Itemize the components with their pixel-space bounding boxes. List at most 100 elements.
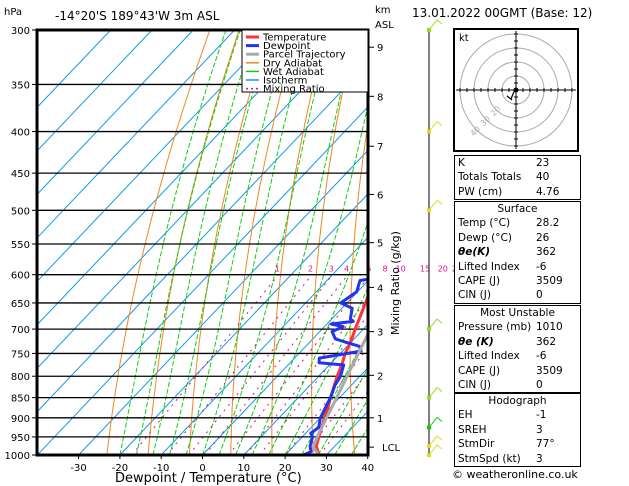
wind-barb	[428, 318, 443, 330]
mu-row: θe (K) 362	[458, 335, 557, 348]
temperature-tick-label: 10	[237, 463, 250, 474]
mixing-ratio-axis-title: Mixing Ratio (g/kg)	[389, 231, 402, 335]
surface-row: CIN (J) 0	[458, 289, 543, 302]
pressure-tick-label: 550	[11, 240, 30, 251]
surface-title: Surface	[497, 203, 538, 215]
altitude-tick-label: LCL	[382, 443, 401, 454]
altitude-axis: 9 8 7 6 5 4 3 2 1 LCL	[368, 43, 401, 454]
mixing-ratio-line	[166, 274, 313, 455]
pressure-tick-label: 700	[11, 325, 30, 336]
pressure-tick-label: 350	[11, 80, 30, 91]
hodo-row: SREH 3	[458, 423, 543, 436]
isotherm-line	[37, 30, 359, 370]
wind-barb	[428, 435, 443, 447]
wet-adiabat-line	[235, 30, 357, 455]
dry-adiabat-line	[147, 30, 240, 455]
pressure-tick-label: 950	[11, 433, 30, 444]
mixing-ratio-line	[285, 346, 368, 455]
temperature-axis: -30 -20 -10 0 10 20 30 40	[70, 455, 374, 474]
hodograph-panel: Hodograph EH -1 SREH 3 StmDir 77° StmSpd (k…	[454, 393, 581, 468]
dry-adiabat-line	[230, 30, 299, 455]
mixing-ratio-line	[304, 370, 368, 455]
pressure-axis: 300 350 400 450 500 550 600 650 700 750 800 850 900 9…	[5, 26, 37, 462]
wind-barb	[428, 444, 443, 456]
dry-adiabat-line	[271, 30, 328, 455]
legend-label: Parcel Trajectory	[263, 50, 346, 61]
wet-adiabat-line	[334, 398, 368, 455]
isotherm-line	[37, 30, 318, 326]
pressure-tick-label: 850	[11, 394, 30, 405]
parcel-trajectory	[311, 330, 368, 455]
pressure-tick-label: 650	[11, 299, 30, 310]
wet-adiabat-line	[218, 30, 332, 455]
mixing-ratio-label: 2	[308, 265, 313, 274]
isotherm-line	[37, 106, 368, 455]
pressure-unit: hPa	[4, 7, 22, 18]
isotherm-line	[37, 30, 112, 109]
surface-row: Temp (°C) 28.2	[458, 217, 560, 230]
isotherm-line	[284, 367, 368, 455]
mixing-ratio-label: 4	[344, 265, 349, 274]
mu-row: Pressure (mb) 1010	[458, 321, 563, 334]
km-label: km	[375, 5, 391, 16]
surface-row: Lifted Index -6	[458, 260, 547, 273]
wet-adiabat-line	[202, 30, 310, 455]
mu-row: Lifted Index -6	[458, 350, 547, 363]
wet-adiabat-line	[119, 30, 227, 455]
mixing-ratio-label: 20	[438, 265, 448, 274]
temperature-tick-label: -20	[112, 463, 128, 474]
legend-label: Wet Adiabat	[263, 67, 324, 78]
hodo-row: StmDir 77°	[458, 438, 555, 451]
dry-adiabat-line	[349, 120, 368, 455]
legend-box	[241, 29, 369, 93]
isotherm-line	[202, 280, 368, 455]
wet-adiabat-line	[152, 30, 256, 455]
temperature-tick-label: 30	[320, 463, 333, 474]
wind-barb	[428, 199, 443, 211]
isotherm-line	[160, 236, 368, 455]
surface-row: CAPE (J) 3509	[458, 275, 563, 288]
wet-adiabat-line	[135, 30, 241, 455]
pressure-tick-label: 450	[11, 169, 30, 180]
isotherm-line	[243, 323, 368, 455]
index-row-pw: PW (cm) 4.76	[458, 185, 560, 198]
wet-adiabat-line	[169, 30, 272, 455]
isotherm-line	[37, 30, 153, 152]
dry-adiabat-line	[106, 30, 211, 455]
legend-label: Temperature	[262, 33, 326, 44]
surface-panel: Surface Temp (°C) 28.2 Dewp (°C) 26 θe(K) 3…	[454, 201, 581, 304]
x-axis-title: Dewpoint / Temperature (°C)	[115, 471, 302, 486]
pressure-tick-label: 1000	[5, 451, 30, 462]
dry-adiabat-line	[619, 18, 629, 455]
altitude-tick-label: 6	[377, 190, 383, 201]
pressure-tick-label: 300	[11, 26, 30, 37]
temperature-tick-label: 0	[199, 463, 205, 474]
wind-barbs	[427, 19, 443, 457]
pressure-tick-label: 900	[11, 414, 30, 425]
hodo-row: StmSpd (kt) 3	[458, 452, 543, 465]
wet-adiabat-line	[284, 286, 368, 455]
legend-label: Mixing Ratio	[263, 84, 325, 95]
pressure-tick-label: 750	[11, 349, 30, 360]
temperature-tick-label: -10	[153, 463, 169, 474]
wind-barb	[428, 19, 443, 31]
dry-adiabat-line	[589, 18, 629, 455]
surface-row: Dewp (°C) 26	[458, 231, 550, 244]
wind-barb	[428, 120, 443, 132]
wind-barb	[428, 386, 443, 398]
hodograph-trace	[506, 87, 517, 101]
mu-row: CIN (J) 0	[458, 379, 543, 392]
mixing-ratio-label: 3	[329, 265, 334, 274]
legend-label: Dewpoint	[263, 41, 311, 52]
wet-adiabat-line	[268, 220, 368, 455]
hodograph-unit: kt	[459, 33, 469, 44]
dry-adiabat-line	[423, 18, 446, 455]
index-row-totals: Totals Totals 40	[458, 171, 550, 184]
mixing-ratio-line	[245, 297, 368, 455]
datetime-header: 13.01.2022 00GMT (Base: 12)	[412, 6, 593, 20]
wind-barb	[428, 416, 443, 428]
mixing-ratio-label: 15	[420, 265, 430, 274]
